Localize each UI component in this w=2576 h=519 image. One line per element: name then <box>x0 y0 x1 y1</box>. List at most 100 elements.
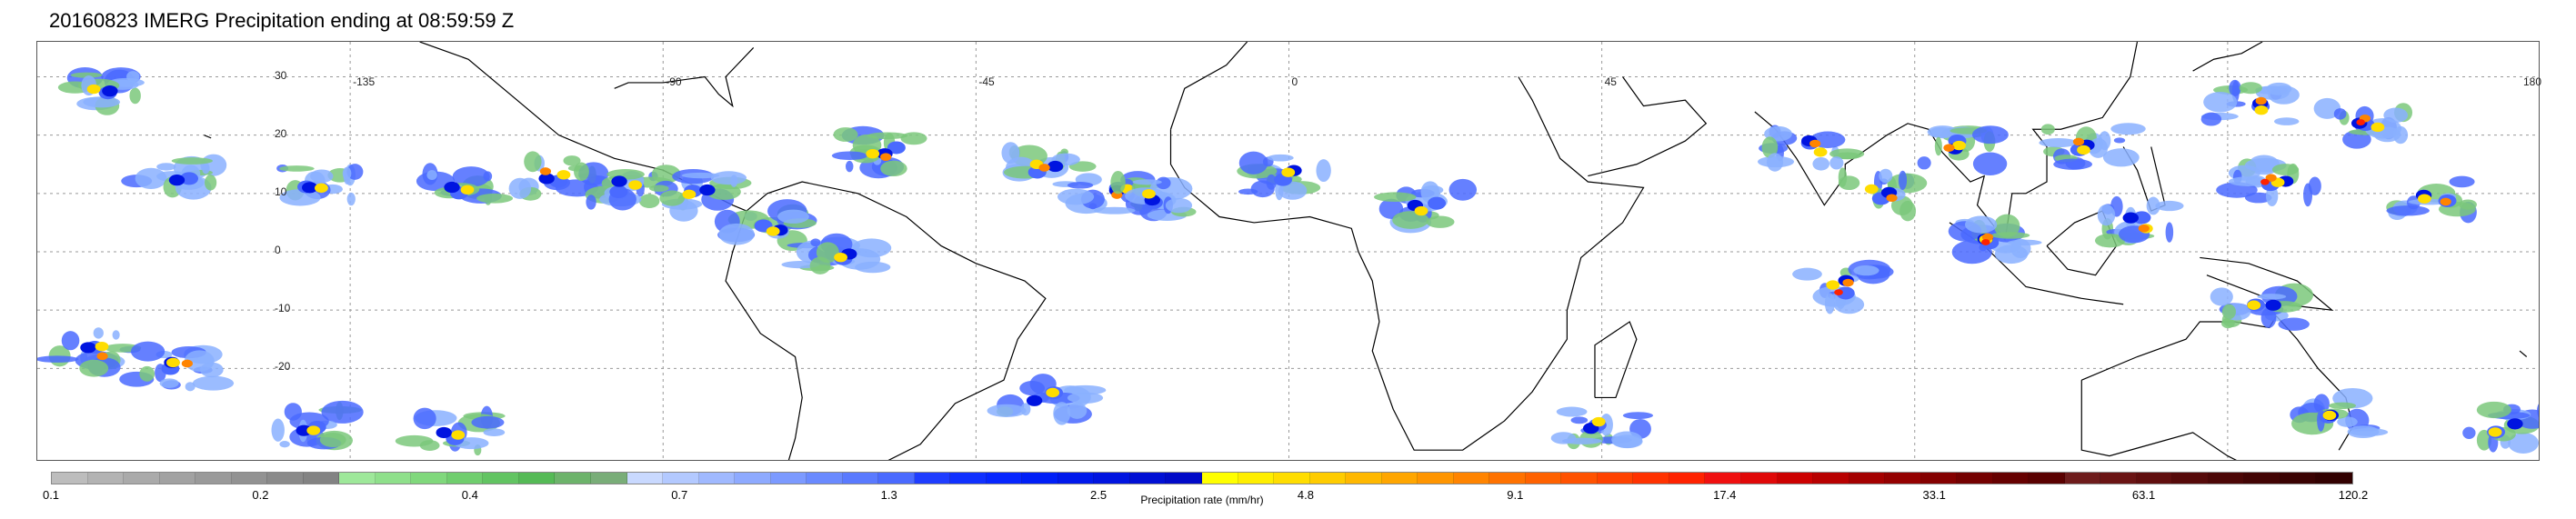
colorbar-tick-label: 4.8 <box>1297 488 1314 502</box>
colorbar-segment <box>1813 473 1849 484</box>
precip-cell <box>1373 178 1478 234</box>
precip-cell <box>1792 259 1894 314</box>
colorbar-segment <box>590 473 627 484</box>
colorbar-segment <box>1705 473 1741 484</box>
colorbar-segment <box>1992 473 2030 484</box>
colorbar-label: Precipitation rate (mm/hr) <box>1140 494 1264 506</box>
colorbar-tick-label: 9.1 <box>1507 488 1524 502</box>
precip-cell <box>1838 167 1928 222</box>
lon-tick-label: 45 <box>1604 75 1617 88</box>
colorbar-segment <box>770 473 807 484</box>
colorbar-segment <box>2064 473 2101 484</box>
colorbar-segment <box>1561 473 1598 484</box>
colorbar-segment <box>518 473 556 484</box>
colorbar-segment <box>1094 473 1130 484</box>
precip-cell <box>2200 79 2300 126</box>
colorbar-segment <box>1885 473 1921 484</box>
map-title: 20160823 IMERG Precipitation ending at 0… <box>49 9 515 32</box>
precip-cell <box>714 199 828 252</box>
colorbar-segment <box>950 473 987 484</box>
colorbar-segment <box>2029 473 2065 484</box>
colorbar-segment <box>1920 473 1958 484</box>
precip-cell <box>2290 387 2389 439</box>
precip-cell <box>649 168 752 222</box>
precip-cell <box>37 327 142 377</box>
colorbar-segment <box>483 473 519 484</box>
precip-cell <box>271 400 364 451</box>
lat-tick-label: -20 <box>275 360 291 374</box>
colorbar-segment <box>1633 473 1669 484</box>
precip-cell <box>781 233 892 274</box>
colorbar-tick-label: 63.1 <box>2131 488 2156 502</box>
colorbar-segment <box>87 473 125 484</box>
coastline <box>614 47 755 108</box>
coastline <box>2519 350 2528 357</box>
colorbar-tick-label: 17.4 <box>1713 488 1737 502</box>
colorbar-segment <box>1309 473 1347 484</box>
colorbar-tick-label: 0.1 <box>42 488 60 502</box>
lon-tick-label: -45 <box>978 75 995 88</box>
coastline <box>725 210 803 460</box>
colorbar-tick-label: 120.2 <box>2338 488 2369 502</box>
precip-cell <box>1757 125 1865 172</box>
colorbar-segment <box>1957 473 1993 484</box>
colorbar-segment <box>159 473 196 484</box>
colorbar-segment <box>1849 473 1886 484</box>
lat-tick-label: 30 <box>275 68 287 82</box>
colorbar-segment <box>1274 473 1310 484</box>
precip-cell <box>1917 125 2009 175</box>
coastline <box>2192 42 2263 72</box>
colorbar-segment <box>446 473 484 484</box>
lon-tick-label: -90 <box>666 75 682 88</box>
colorbar-tick-label: 2.5 <box>1090 488 1108 502</box>
colorbar-segment <box>375 473 412 484</box>
precip-cell <box>1948 214 2042 264</box>
colorbar-segment <box>339 473 376 484</box>
precip-cell <box>1237 151 1331 201</box>
colorbar-segment <box>411 473 447 484</box>
colorbar-segment <box>195 473 232 484</box>
colorbar-segment <box>1346 473 1382 484</box>
colorbar-segment <box>2172 473 2209 484</box>
lon-tick-label: 0 <box>1291 75 1298 88</box>
precip-cell <box>2094 195 2184 248</box>
colorbar-segment <box>303 473 340 484</box>
colorbar-segment <box>2208 473 2245 484</box>
precipitation-map <box>36 41 2540 461</box>
colorbar-segment <box>52 473 88 484</box>
colorbar-segment <box>2316 473 2352 484</box>
coastline <box>2080 380 2237 460</box>
colorbar-segment <box>555 473 591 484</box>
precip-cell <box>395 405 506 456</box>
colorbar-tick-label: 0.4 <box>461 488 478 502</box>
coastline <box>1169 42 1248 130</box>
colorbar-segment <box>2100 473 2137 484</box>
colorbar-segment <box>1525 473 1562 484</box>
colorbar-segment <box>1202 473 1238 484</box>
precip-cell <box>2313 97 2413 149</box>
precip-cell <box>121 154 227 200</box>
colorbar-segment <box>1129 473 1167 484</box>
colorbar-segment <box>1166 473 1202 484</box>
colorbar-segment <box>914 473 951 484</box>
colorbar-segment <box>1453 473 1490 484</box>
precip-cell <box>2386 175 2477 224</box>
colorbar-tick-label: 0.2 <box>252 488 269 502</box>
colorbar-segment <box>124 473 160 484</box>
colorbar-segment <box>842 473 879 484</box>
colorbar-segment <box>1740 473 1778 484</box>
colorbar-segment <box>1777 473 1814 484</box>
colorbar-segment <box>1022 473 1058 484</box>
colorbar-segment <box>878 473 915 484</box>
precip-cell <box>1001 142 1097 187</box>
colorbar-segment <box>1669 473 1706 484</box>
precip-cell <box>1550 406 1654 450</box>
lat-tick-label: -10 <box>275 302 291 315</box>
colorbar-segment <box>1381 473 1418 484</box>
colorbar-segment <box>1489 473 1526 484</box>
coastline <box>746 181 1047 460</box>
precip-cell <box>831 125 927 179</box>
lat-tick-label: 0 <box>275 244 281 256</box>
colorbar-segment <box>807 473 843 484</box>
coastline <box>1594 321 1638 399</box>
